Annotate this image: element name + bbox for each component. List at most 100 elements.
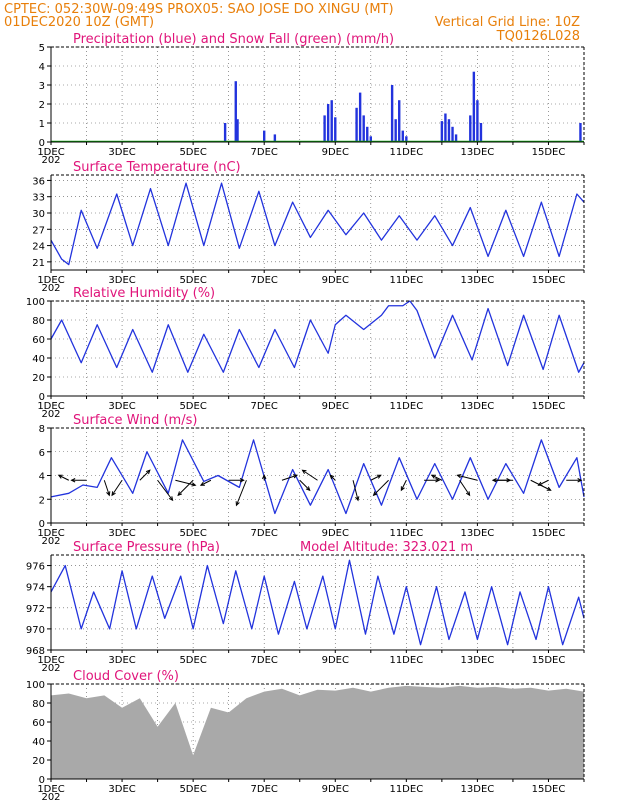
- wind-arrow: [538, 479, 549, 486]
- header-grid-note: Vertical Grid Line: 10Z: [435, 15, 580, 30]
- wind-arrow: [400, 480, 407, 491]
- wind-arrow: [352, 480, 359, 501]
- precip-ytick-label: 0: [39, 138, 45, 149]
- precip-title: Precipitation (blue) and Snow Fall (gree…: [73, 32, 394, 47]
- wind-xtick-label: 3DEC: [108, 528, 135, 539]
- wind-arrow-head: [235, 501, 240, 507]
- precip-bar: [469, 115, 472, 142]
- rh-title: Relative Humidity (%): [73, 286, 215, 301]
- wind-arrow-head: [435, 478, 441, 483]
- precip-xtick-label: 5DEC: [179, 147, 206, 158]
- pres-title: Surface Pressure (hPa): [73, 540, 220, 555]
- pres-subtitle: Model Altitude: 323.021 m: [300, 540, 473, 555]
- precip-bar: [273, 134, 277, 142]
- rh-xtick-label: 9DEC: [322, 401, 349, 412]
- rh-ytick-label: 100: [26, 297, 45, 308]
- wind-arrow-head: [57, 474, 63, 479]
- panels: Precipitation (blue) and Snow Fall (gree…: [26, 32, 585, 800]
- wind-arrow-head: [262, 474, 267, 480]
- rh-xtick-label: 15DEC: [532, 401, 566, 412]
- precip-bar: [476, 100, 479, 142]
- wind-arrow-head: [491, 478, 497, 483]
- temp-xtick-label: 5DEC: [179, 275, 206, 286]
- precip-bar: [334, 117, 337, 142]
- pres-xtick-label: 1DEC: [37, 655, 64, 666]
- wind-arrow-head: [106, 491, 111, 497]
- rh-xtick-label: 1DEC: [37, 401, 64, 412]
- precip-xtick-label: 11DEC: [389, 147, 423, 158]
- rh-xtick-label: 11DEC: [389, 401, 423, 412]
- wind-arrow: [157, 479, 174, 501]
- pres-xtick-label: 9DEC: [322, 655, 349, 666]
- rh-year-fragment: 202: [41, 409, 60, 420]
- wind-arrow: [373, 479, 389, 496]
- wind-ytick-label: 0: [39, 519, 45, 530]
- temp-xtick-label: 15DEC: [532, 275, 566, 286]
- header-code: TQ0126L028: [496, 29, 580, 44]
- wind-xtick-label: 5DEC: [179, 528, 206, 539]
- precip-bar: [358, 92, 362, 142]
- precip-bar: [394, 119, 397, 142]
- precip-bar: [451, 126, 454, 142]
- wind-xtick-label: 11DEC: [389, 528, 423, 539]
- rh-line: [50, 300, 585, 373]
- precip-bar: [330, 100, 333, 142]
- precip-xtick-label: 15DEC: [532, 147, 566, 158]
- wind-arrow-head: [537, 481, 543, 486]
- cloud-xtick-label: 3DEC: [108, 784, 135, 795]
- temp-ytick-label: 24: [32, 242, 45, 253]
- wind-ytick-label: 4: [39, 472, 45, 483]
- temp-year-fragment: 202: [41, 283, 60, 294]
- precip-panel: Precipitation (blue) and Snow Fall (gree…: [37, 32, 585, 166]
- precip-bar: [390, 85, 394, 142]
- cloud-panel: Cloud Cover (%) 0 20 40 60 80 100 1DEC 3DEC 5DEC 7…: [26, 669, 585, 800]
- wind-arrow: [302, 469, 318, 481]
- precip-bar: [323, 115, 326, 142]
- wind-arrow: [431, 474, 443, 481]
- cloud-title: Cloud Cover (%): [73, 669, 179, 684]
- wind-arrow-head: [400, 486, 405, 492]
- temp-ytick-label: 36: [32, 176, 45, 187]
- header: CPTEC: 052:30W-09:49S PROX05: SAO JOSE D…: [4, 2, 580, 44]
- wind-xtick-label: 7DEC: [251, 528, 278, 539]
- cloud-ytick-label: 80: [32, 699, 45, 710]
- precip-bar: [444, 113, 447, 142]
- wind-arrow-head: [465, 491, 471, 497]
- cloud-year-fragment: 202: [41, 792, 60, 800]
- precip-ytick-label: 2: [39, 100, 45, 111]
- rh-ytick-label: 0: [39, 392, 45, 403]
- cloud-xtick-label: 11DEC: [389, 784, 423, 795]
- wind-line: [50, 439, 585, 515]
- rh-ytick-label: 60: [32, 335, 45, 346]
- temp-ytick-label: 21: [32, 258, 45, 269]
- pres-xtick-label: 15DEC: [532, 655, 566, 666]
- temp-xtick-label: 9DEC: [322, 275, 349, 286]
- precip-bar: [401, 130, 404, 142]
- precip-ytick-label: 1: [39, 119, 45, 130]
- wind-arrow-head: [372, 491, 378, 497]
- temp-line: [50, 182, 585, 266]
- wind-arrow-head: [546, 486, 552, 491]
- wind-year-fragment: 202: [41, 536, 60, 547]
- wind-arrow-head: [239, 478, 245, 483]
- cloud-xtick-label: 13DEC: [461, 784, 495, 795]
- cloud-xtick-label: 7DEC: [251, 784, 278, 795]
- wind-arrow-head: [305, 486, 311, 492]
- wind-arrow-head: [301, 469, 307, 474]
- precip-bar: [223, 123, 227, 142]
- precip-bar: [472, 71, 476, 142]
- pres-year-fragment: 202: [41, 663, 60, 674]
- wind-xtick-label: 15DEC: [532, 528, 566, 539]
- temp-ytick-label: 30: [32, 209, 45, 220]
- precip-ytick-label: 3: [39, 81, 45, 92]
- pres-panel: Surface Pressure (hPa) Model Altitude: 32…: [26, 540, 585, 674]
- wind-arrow: [177, 479, 194, 496]
- pres-line: [50, 559, 585, 646]
- temp-xtick-label: 7DEC: [251, 275, 278, 286]
- wind-arrow: [111, 479, 123, 496]
- temp-ytick-label: 33: [32, 193, 45, 204]
- wind-arrow: [139, 469, 151, 481]
- wind-xtick-label: 9DEC: [322, 528, 349, 539]
- precip-ytick-label: 4: [39, 62, 45, 73]
